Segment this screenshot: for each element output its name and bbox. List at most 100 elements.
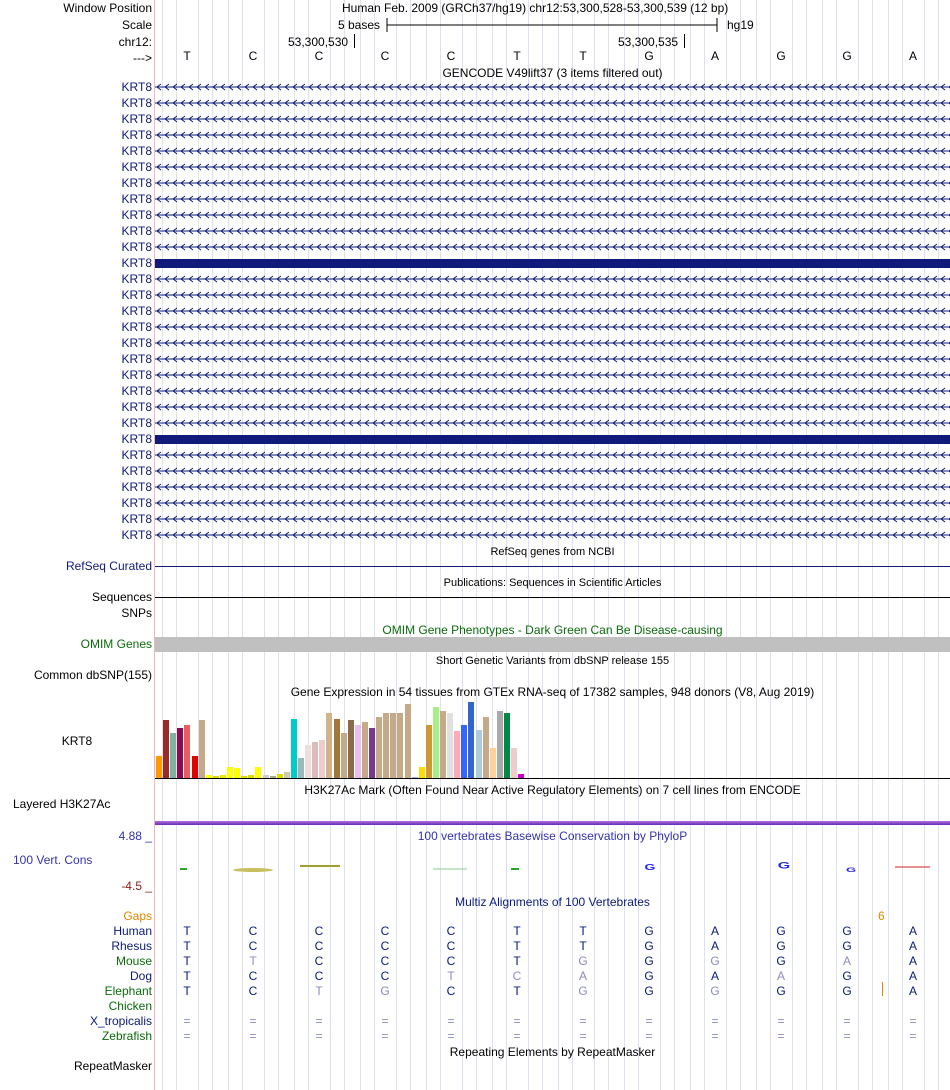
gencode-intron-line[interactable] bbox=[155, 99, 950, 108]
gencode-gene-label[interactable]: KRT8 bbox=[121, 128, 152, 142]
gtex-tissue-bar[interactable] bbox=[518, 773, 525, 778]
gtex-tissue-bar[interactable] bbox=[461, 724, 468, 778]
gencode-gene-label[interactable]: KRT8 bbox=[121, 528, 152, 542]
gtex-tissue-bar[interactable] bbox=[319, 740, 326, 778]
gtex-tissue-bar[interactable] bbox=[305, 744, 312, 778]
gencode-gene-label[interactable]: KRT8 bbox=[121, 112, 152, 126]
gtex-tissue-bar[interactable] bbox=[290, 718, 297, 778]
gencode-intron-line[interactable] bbox=[155, 243, 950, 252]
species-label[interactable]: Mouse bbox=[115, 954, 152, 968]
gtex-tissue-bar[interactable] bbox=[411, 776, 418, 778]
gencode-intron-line[interactable] bbox=[155, 179, 950, 188]
gencode-intron-line[interactable] bbox=[155, 323, 950, 332]
gencode-gene-label[interactable]: KRT8 bbox=[121, 208, 152, 222]
gencode-intron-line[interactable] bbox=[155, 291, 950, 300]
gencode-gene-label[interactable]: KRT8 bbox=[121, 448, 152, 462]
gtex-tissue-bar[interactable] bbox=[503, 713, 510, 778]
gtex-tissue-bar[interactable] bbox=[255, 766, 262, 778]
species-label[interactable]: Zebrafish bbox=[101, 1029, 152, 1043]
gencode-intron-line[interactable] bbox=[155, 515, 950, 524]
gencode-gene-label[interactable]: KRT8 bbox=[121, 416, 152, 430]
gtex-tissue-bar[interactable] bbox=[447, 713, 454, 778]
gencode-intron-line[interactable] bbox=[155, 163, 950, 172]
gtex-tissue-bar[interactable] bbox=[361, 722, 368, 778]
omim-track-label[interactable]: OMIM Genes bbox=[80, 637, 152, 651]
track-area[interactable]: Human Feb. 2009 (GRCh37/hg19) chr12:53,3… bbox=[155, 0, 950, 1090]
gencode-gene-label[interactable]: KRT8 bbox=[121, 480, 152, 494]
gtex-tissue-bar[interactable] bbox=[219, 774, 226, 778]
gtex-tissue-bar[interactable] bbox=[170, 733, 177, 778]
snps-track-label[interactable]: SNPs bbox=[121, 606, 152, 620]
gtex-tissue-bar[interactable] bbox=[212, 775, 219, 778]
repeatmasker-track-label[interactable]: RepeatMasker bbox=[73, 1059, 152, 1073]
gtex-tissue-bar[interactable] bbox=[241, 775, 248, 778]
species-label[interactable]: Chicken bbox=[108, 999, 152, 1013]
gtex-tissue-bar[interactable] bbox=[432, 706, 439, 778]
gtex-tissue-bar[interactable] bbox=[205, 774, 212, 778]
gencode-intron-line[interactable] bbox=[155, 339, 950, 348]
gencode-gene-label[interactable]: KRT8 bbox=[121, 352, 152, 366]
species-label[interactable]: Dog bbox=[129, 969, 152, 983]
gencode-gene-label[interactable]: KRT8 bbox=[121, 464, 152, 478]
gencode-intron-line[interactable] bbox=[155, 531, 950, 540]
gtex-bar-chart[interactable] bbox=[155, 700, 950, 778]
gencode-gene-label[interactable]: KRT8 bbox=[121, 400, 152, 414]
gtex-tissue-bar[interactable] bbox=[468, 702, 475, 778]
sequences-track-label[interactable]: Sequences bbox=[91, 590, 152, 604]
gtex-tissue-bar[interactable] bbox=[340, 733, 347, 778]
gtex-tissue-bar[interactable] bbox=[269, 775, 276, 778]
h3k27ac-signal[interactable] bbox=[155, 821, 950, 825]
gencode-intron-line[interactable] bbox=[155, 275, 950, 284]
refseq-track-label[interactable]: RefSeq Curated bbox=[65, 559, 152, 573]
gtex-tissue-bar[interactable] bbox=[418, 766, 425, 778]
gencode-intron-line[interactable] bbox=[155, 499, 950, 508]
gtex-tissue-bar[interactable] bbox=[489, 747, 496, 778]
gencode-gene-label[interactable]: KRT8 bbox=[121, 512, 152, 526]
gtex-tissue-bar[interactable] bbox=[298, 757, 304, 778]
gencode-intron-line[interactable] bbox=[155, 227, 950, 236]
gtex-tissue-bar[interactable] bbox=[177, 727, 184, 778]
gencode-intron-line[interactable] bbox=[155, 355, 950, 364]
h3k27ac-track-label[interactable]: Layered H3K27Ac bbox=[13, 797, 111, 811]
gtex-track-label[interactable]: KRT8 bbox=[61, 734, 93, 748]
publications-line[interactable] bbox=[155, 597, 950, 598]
gtex-tissue-bar[interactable] bbox=[440, 711, 446, 778]
cons-track-label[interactable]: 100 Vert. Cons bbox=[13, 853, 93, 867]
gencode-intron-line[interactable] bbox=[155, 467, 950, 476]
gtex-tissue-bar[interactable] bbox=[369, 727, 375, 778]
gtex-tissue-bar[interactable] bbox=[425, 724, 432, 778]
gencode-gene-label[interactable]: KRT8 bbox=[121, 160, 152, 174]
gencode-exon-block[interactable] bbox=[155, 259, 950, 268]
gtex-tissue-bar[interactable] bbox=[191, 755, 198, 778]
gtex-tissue-bar[interactable] bbox=[482, 716, 489, 778]
gtex-tissue-bar[interactable] bbox=[198, 720, 205, 778]
refseq-gene-line[interactable] bbox=[155, 566, 950, 567]
gencode-gene-label[interactable]: KRT8 bbox=[121, 240, 152, 254]
gtex-tissue-bar[interactable] bbox=[496, 711, 503, 778]
gencode-gene-label[interactable]: KRT8 bbox=[121, 496, 152, 510]
gtex-tissue-bar[interactable] bbox=[276, 773, 283, 778]
gtex-tissue-bar[interactable] bbox=[262, 774, 269, 778]
gtex-tissue-bar[interactable] bbox=[376, 716, 383, 778]
gtex-tissue-bar[interactable] bbox=[234, 767, 241, 778]
gencode-intron-line[interactable] bbox=[155, 387, 950, 396]
gencode-intron-line[interactable] bbox=[155, 451, 950, 460]
gencode-gene-label[interactable]: KRT8 bbox=[121, 304, 152, 318]
gencode-intron-line[interactable] bbox=[155, 371, 950, 380]
gtex-tissue-bar[interactable] bbox=[248, 774, 255, 778]
gtex-tissue-bar[interactable] bbox=[511, 747, 517, 778]
species-label[interactable]: X_tropicalis bbox=[89, 1014, 152, 1028]
gtex-tissue-bar[interactable] bbox=[333, 718, 340, 778]
gencode-gene-label[interactable]: KRT8 bbox=[121, 80, 152, 94]
gtex-tissue-bar[interactable] bbox=[156, 755, 162, 778]
gtex-tissue-bar[interactable] bbox=[390, 713, 397, 778]
gencode-gene-label[interactable]: KRT8 bbox=[121, 288, 152, 302]
gtex-tissue-bar[interactable] bbox=[326, 713, 333, 778]
gtex-tissue-bar[interactable] bbox=[404, 704, 411, 778]
gtex-tissue-bar[interactable] bbox=[475, 730, 482, 778]
gtex-tissue-bar[interactable] bbox=[347, 720, 354, 778]
gencode-intron-line[interactable] bbox=[155, 131, 950, 140]
gtex-tissue-bar[interactable] bbox=[184, 724, 191, 778]
species-label[interactable]: Rhesus bbox=[111, 939, 152, 953]
gencode-intron-line[interactable] bbox=[155, 195, 950, 204]
